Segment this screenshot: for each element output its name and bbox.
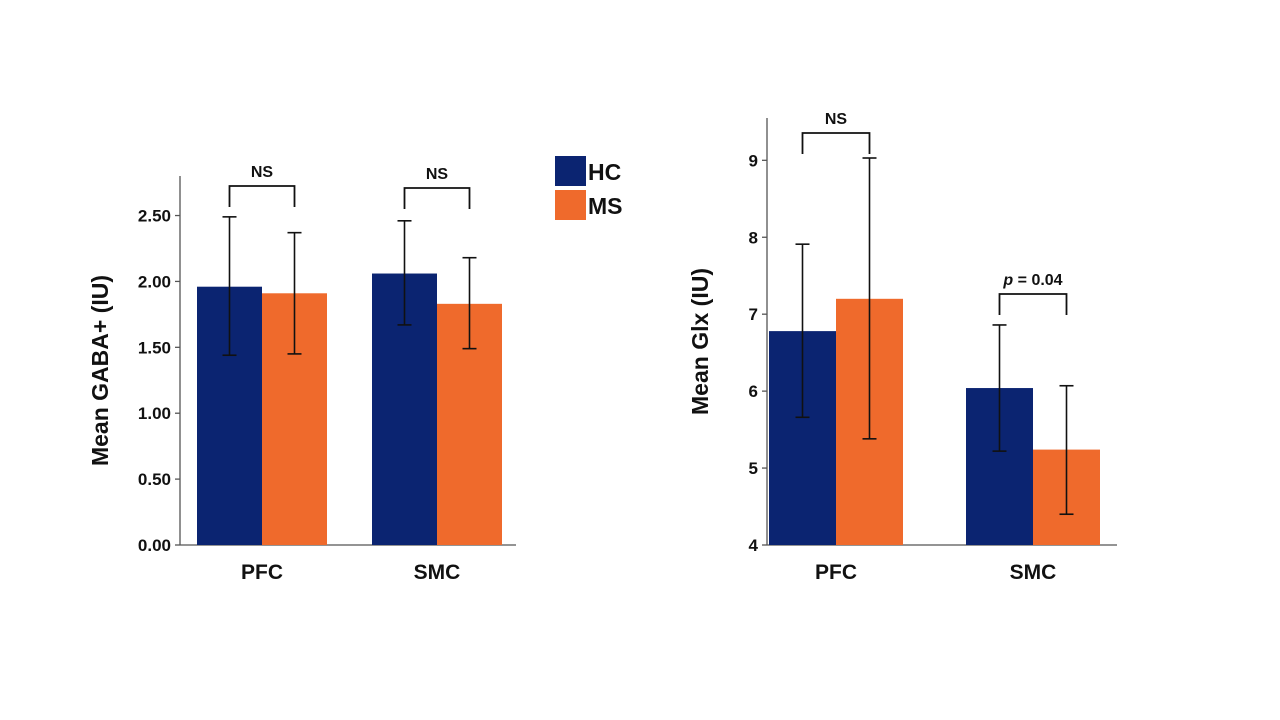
chart-1: 0.00 0.50 1.00 1.50 2.00 2.50 Mean GABA+ (IU) P…	[87, 164, 516, 584]
significance-bracket	[998, 293, 1068, 315]
y-tick-label: 0.00	[138, 536, 171, 555]
significance-bracket	[228, 185, 296, 207]
significance-bracket	[801, 132, 871, 154]
category-label: SMC	[1010, 561, 1057, 584]
legend-swatch-hc	[555, 156, 586, 186]
legend-label-ms: MS	[588, 193, 623, 219]
y-tick-label: 5	[749, 459, 758, 478]
y-axis-title: Mean Glx (IU)	[687, 268, 713, 415]
category-label: SMC	[414, 561, 461, 584]
y-tick-label: 1.50	[138, 338, 171, 357]
y-tick-label: 1.00	[138, 404, 171, 423]
y-tick-label: 0.50	[138, 470, 171, 489]
category-label: PFC	[241, 561, 283, 584]
chart-2: 4 5 6 7 8 9 Mean Glx (IU) PFC NS SMC p = 0.04	[687, 111, 1117, 584]
significance-label: NS	[251, 164, 274, 181]
y-tick-label: 2.00	[138, 272, 171, 291]
legend: HC MS	[555, 156, 623, 220]
significance-label: NS	[426, 166, 449, 183]
significance-label: NS	[825, 111, 848, 128]
y-tick-label: 4	[749, 536, 759, 555]
legend-swatch-ms	[555, 190, 586, 220]
y-tick-label: 9	[749, 151, 758, 170]
legend-label-hc: HC	[588, 159, 621, 185]
y-tick-label: 2.50	[138, 207, 171, 226]
y-tick-label: 6	[749, 382, 758, 401]
category-label: PFC	[815, 561, 857, 584]
significance-bracket	[403, 187, 471, 209]
significance-label: p = 0.04	[1002, 272, 1062, 289]
y-tick-label: 7	[749, 305, 758, 324]
y-tick-label: 8	[749, 228, 758, 247]
y-axis-title: Mean GABA+ (IU)	[87, 275, 113, 466]
